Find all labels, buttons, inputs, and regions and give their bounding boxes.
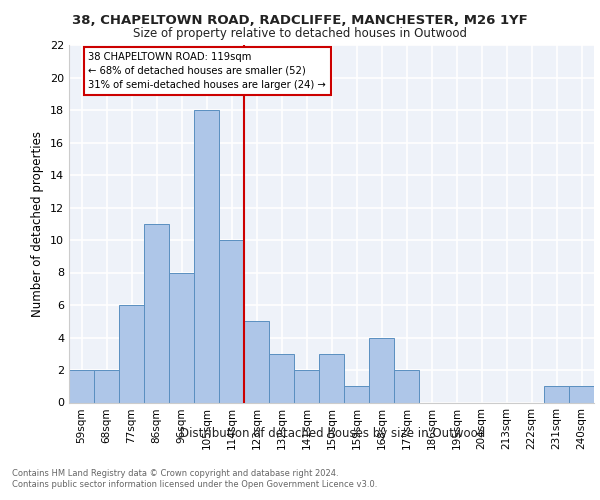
Bar xyxy=(319,354,344,403)
Bar xyxy=(294,370,319,402)
Bar xyxy=(369,338,394,402)
Bar xyxy=(194,110,219,403)
Bar xyxy=(169,272,194,402)
Bar xyxy=(344,386,369,402)
Text: Contains HM Land Registry data © Crown copyright and database right 2024.: Contains HM Land Registry data © Crown c… xyxy=(12,469,338,478)
Bar xyxy=(269,354,294,403)
Text: 38 CHAPELTOWN ROAD: 119sqm
← 68% of detached houses are smaller (52)
31% of semi: 38 CHAPELTOWN ROAD: 119sqm ← 68% of deta… xyxy=(89,52,326,90)
Bar xyxy=(119,305,144,402)
Bar xyxy=(394,370,419,402)
Text: 38, CHAPELTOWN ROAD, RADCLIFFE, MANCHESTER, M26 1YF: 38, CHAPELTOWN ROAD, RADCLIFFE, MANCHEST… xyxy=(72,14,528,27)
Text: Size of property relative to detached houses in Outwood: Size of property relative to detached ho… xyxy=(133,28,467,40)
Bar xyxy=(219,240,244,402)
Text: Contains public sector information licensed under the Open Government Licence v3: Contains public sector information licen… xyxy=(12,480,377,489)
Bar xyxy=(69,370,94,402)
Bar xyxy=(94,370,119,402)
Y-axis label: Number of detached properties: Number of detached properties xyxy=(31,130,44,317)
Text: Distribution of detached houses by size in Outwood: Distribution of detached houses by size … xyxy=(181,428,485,440)
Bar xyxy=(569,386,594,402)
Bar xyxy=(244,322,269,402)
Bar xyxy=(544,386,569,402)
Bar xyxy=(144,224,169,402)
